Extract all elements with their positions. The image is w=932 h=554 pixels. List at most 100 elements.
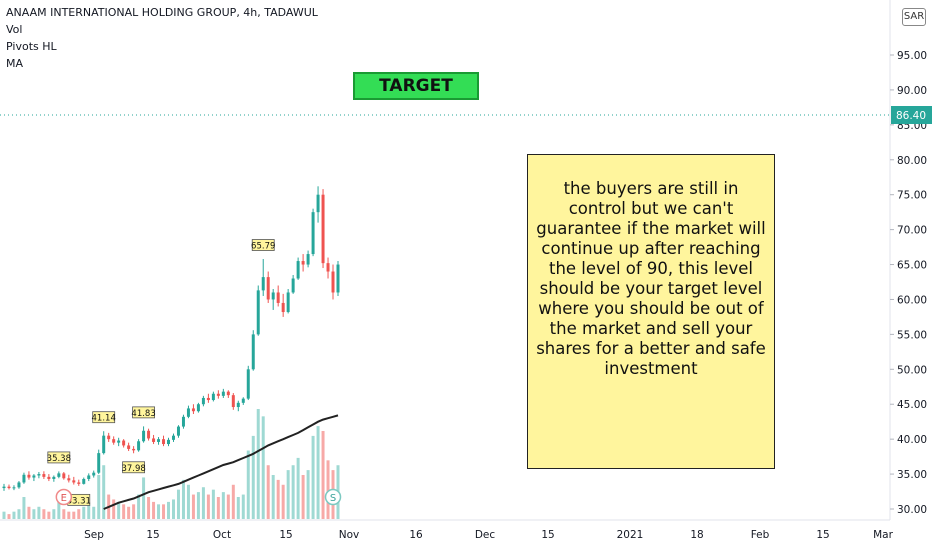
- volume-bar: [27, 506, 31, 519]
- candle: [17, 481, 21, 489]
- candle: [22, 472, 26, 484]
- volume-bar: [147, 497, 151, 519]
- candle: [306, 250, 310, 268]
- volume-bar: [206, 494, 210, 519]
- candle-body: [316, 194, 320, 213]
- candle: [301, 254, 305, 272]
- price-tick-label: 90.00: [897, 85, 927, 97]
- candle-body: [241, 398, 245, 403]
- candle-body: [281, 302, 285, 313]
- candle-body: [261, 277, 265, 291]
- candle-body: [167, 439, 171, 445]
- candle-body: [171, 435, 175, 440]
- time-tick-label: Nov: [339, 529, 360, 541]
- candle: [181, 414, 185, 429]
- candle: [152, 434, 156, 445]
- candle-body: [52, 476, 56, 479]
- indicator-vol[interactable]: Vol: [6, 23, 23, 36]
- candle: [97, 449, 101, 475]
- candle-body: [181, 416, 185, 427]
- indicator-ma[interactable]: MA: [6, 57, 24, 70]
- candle-body: [311, 212, 315, 255]
- time-tick-label: 15: [279, 529, 292, 541]
- volume-bar: [137, 494, 141, 519]
- candle: [191, 404, 195, 415]
- time-tick-label: 15: [541, 529, 554, 541]
- volume-bar: [17, 509, 21, 519]
- candle-body: [256, 290, 260, 335]
- time-tick-label: 15: [816, 529, 829, 541]
- symbol-title[interactable]: ANAAM INTERNATIONAL HOLDING GROUP, 4h, T…: [6, 6, 318, 19]
- candle-body: [201, 397, 205, 405]
- candle-body: [221, 391, 225, 396]
- candle-body: [112, 439, 116, 443]
- candle-body: [336, 264, 340, 293]
- candle-body: [216, 393, 220, 396]
- candle-body: [107, 435, 111, 440]
- candle: [256, 285, 260, 336]
- price-tick-label: 70.00: [897, 225, 927, 237]
- candle-body: [72, 480, 76, 483]
- candle: [57, 471, 61, 479]
- moving-average-line: [103, 414, 339, 510]
- candle-body: [266, 277, 270, 300]
- candle-body: [162, 439, 166, 445]
- volume-bar: [52, 509, 56, 519]
- candle: [27, 471, 31, 480]
- volume-bar: [226, 494, 230, 519]
- price-tick-label: 65.00: [897, 260, 927, 272]
- event-marker-label: S: [330, 493, 336, 504]
- volume-bar: [7, 514, 11, 519]
- candle: [211, 391, 215, 402]
- volume-bar: [57, 501, 61, 519]
- candle-body: [142, 430, 146, 442]
- currency-badge[interactable]: SAR: [902, 8, 926, 26]
- volume-bar: [286, 470, 290, 519]
- candle-body: [152, 438, 156, 442]
- time-tick-label: 16: [409, 529, 423, 541]
- candle-body: [246, 369, 250, 399]
- volume-bar: [102, 465, 106, 519]
- candle: [157, 437, 161, 445]
- candle-body: [117, 440, 121, 443]
- candle: [167, 437, 171, 447]
- volume-bar: [127, 506, 131, 519]
- volume-bar: [261, 416, 265, 519]
- candle: [37, 471, 41, 479]
- candle: [246, 365, 250, 401]
- candle-body: [122, 440, 126, 446]
- volume-bar: [77, 509, 81, 519]
- indicator-pivots[interactable]: Pivots HL: [6, 40, 57, 53]
- candle-body: [331, 271, 335, 293]
- target-label: TARGET: [353, 72, 479, 100]
- candle: [132, 446, 136, 454]
- candle: [147, 428, 151, 441]
- current-price-badge: [891, 106, 932, 124]
- candle: [221, 388, 225, 398]
- candle-body: [301, 261, 305, 265]
- candle-body: [271, 292, 275, 300]
- candle: [196, 402, 200, 413]
- candle: [2, 483, 6, 491]
- volume-bar: [67, 511, 71, 519]
- candle-body: [191, 408, 195, 412]
- volume-bar: [87, 504, 91, 519]
- candle-body: [97, 453, 101, 473]
- candle: [311, 208, 315, 257]
- candle: [77, 479, 81, 486]
- price-tick-label: 95.00: [897, 50, 927, 62]
- volume-bar: [281, 484, 285, 519]
- volume-bar: [97, 475, 101, 519]
- candle-body: [251, 334, 255, 370]
- candle-body: [92, 472, 96, 476]
- volume-bar: [196, 492, 200, 519]
- time-tick-label: 2021: [617, 529, 644, 541]
- price-tick-label: 30.00: [897, 504, 927, 516]
- candle: [241, 397, 245, 405]
- volume-bar: [72, 511, 76, 519]
- time-tick-label: Feb: [751, 529, 770, 541]
- candle-body: [286, 292, 290, 313]
- candle-body: [42, 474, 46, 477]
